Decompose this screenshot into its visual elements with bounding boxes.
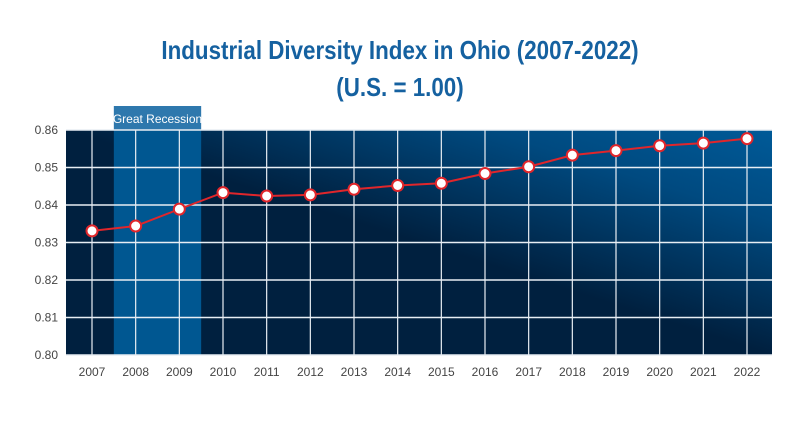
data-point	[696, 136, 710, 150]
x-tick-label: 2014	[384, 365, 411, 379]
chart-subtitle: (U.S. = 1.00)	[336, 72, 464, 102]
data-point	[391, 179, 405, 192]
x-tick-label: 2009	[166, 365, 193, 379]
y-tick-label: 0.81	[35, 311, 59, 325]
chart-title: Industrial Diversity Index in Ohio (2007…	[161, 35, 639, 65]
x-tick-label: 2007	[79, 365, 106, 379]
x-tick-label: 2020	[646, 365, 673, 379]
x-tick-label: 2021	[690, 365, 717, 379]
x-tick-label: 2008	[122, 365, 149, 379]
data-point	[303, 188, 317, 202]
data-point	[434, 176, 448, 190]
y-tick-label: 0.82	[35, 273, 59, 287]
x-tick-label: 2013	[341, 365, 368, 379]
series-line	[91, 137, 748, 232]
x-tick-label: 2017	[515, 365, 542, 379]
data-point	[565, 148, 579, 162]
data-point	[172, 202, 186, 216]
x-tick-label: 2022	[734, 365, 761, 379]
x-tick-label: 2016	[472, 365, 499, 379]
data-point	[522, 160, 536, 174]
data-point	[216, 186, 230, 200]
x-tick-label: 2015	[428, 365, 455, 379]
y-tick-label: 0.84	[35, 198, 59, 212]
data-point	[129, 219, 143, 233]
y-tick-label: 0.80	[35, 348, 59, 362]
data-point	[347, 182, 361, 196]
data-point	[653, 139, 667, 153]
data-point	[85, 224, 99, 238]
data-point	[609, 144, 623, 158]
x-tick-label: 2011	[254, 365, 280, 379]
x-tick-label: 2019	[603, 365, 630, 379]
y-tick-label: 0.83	[35, 236, 59, 250]
y-tick-label: 0.85	[35, 161, 59, 175]
x-tick-label: 2018	[559, 365, 586, 379]
x-tick-label: 2010	[210, 365, 237, 379]
data-point	[478, 167, 492, 180]
recession-label-box	[113, 106, 202, 130]
recession-label: Great Recession	[113, 112, 202, 126]
y-tick-label: 0.86	[35, 123, 59, 137]
data-point	[260, 189, 274, 203]
data-point	[740, 132, 754, 146]
x-tick-label: 2012	[297, 365, 324, 379]
